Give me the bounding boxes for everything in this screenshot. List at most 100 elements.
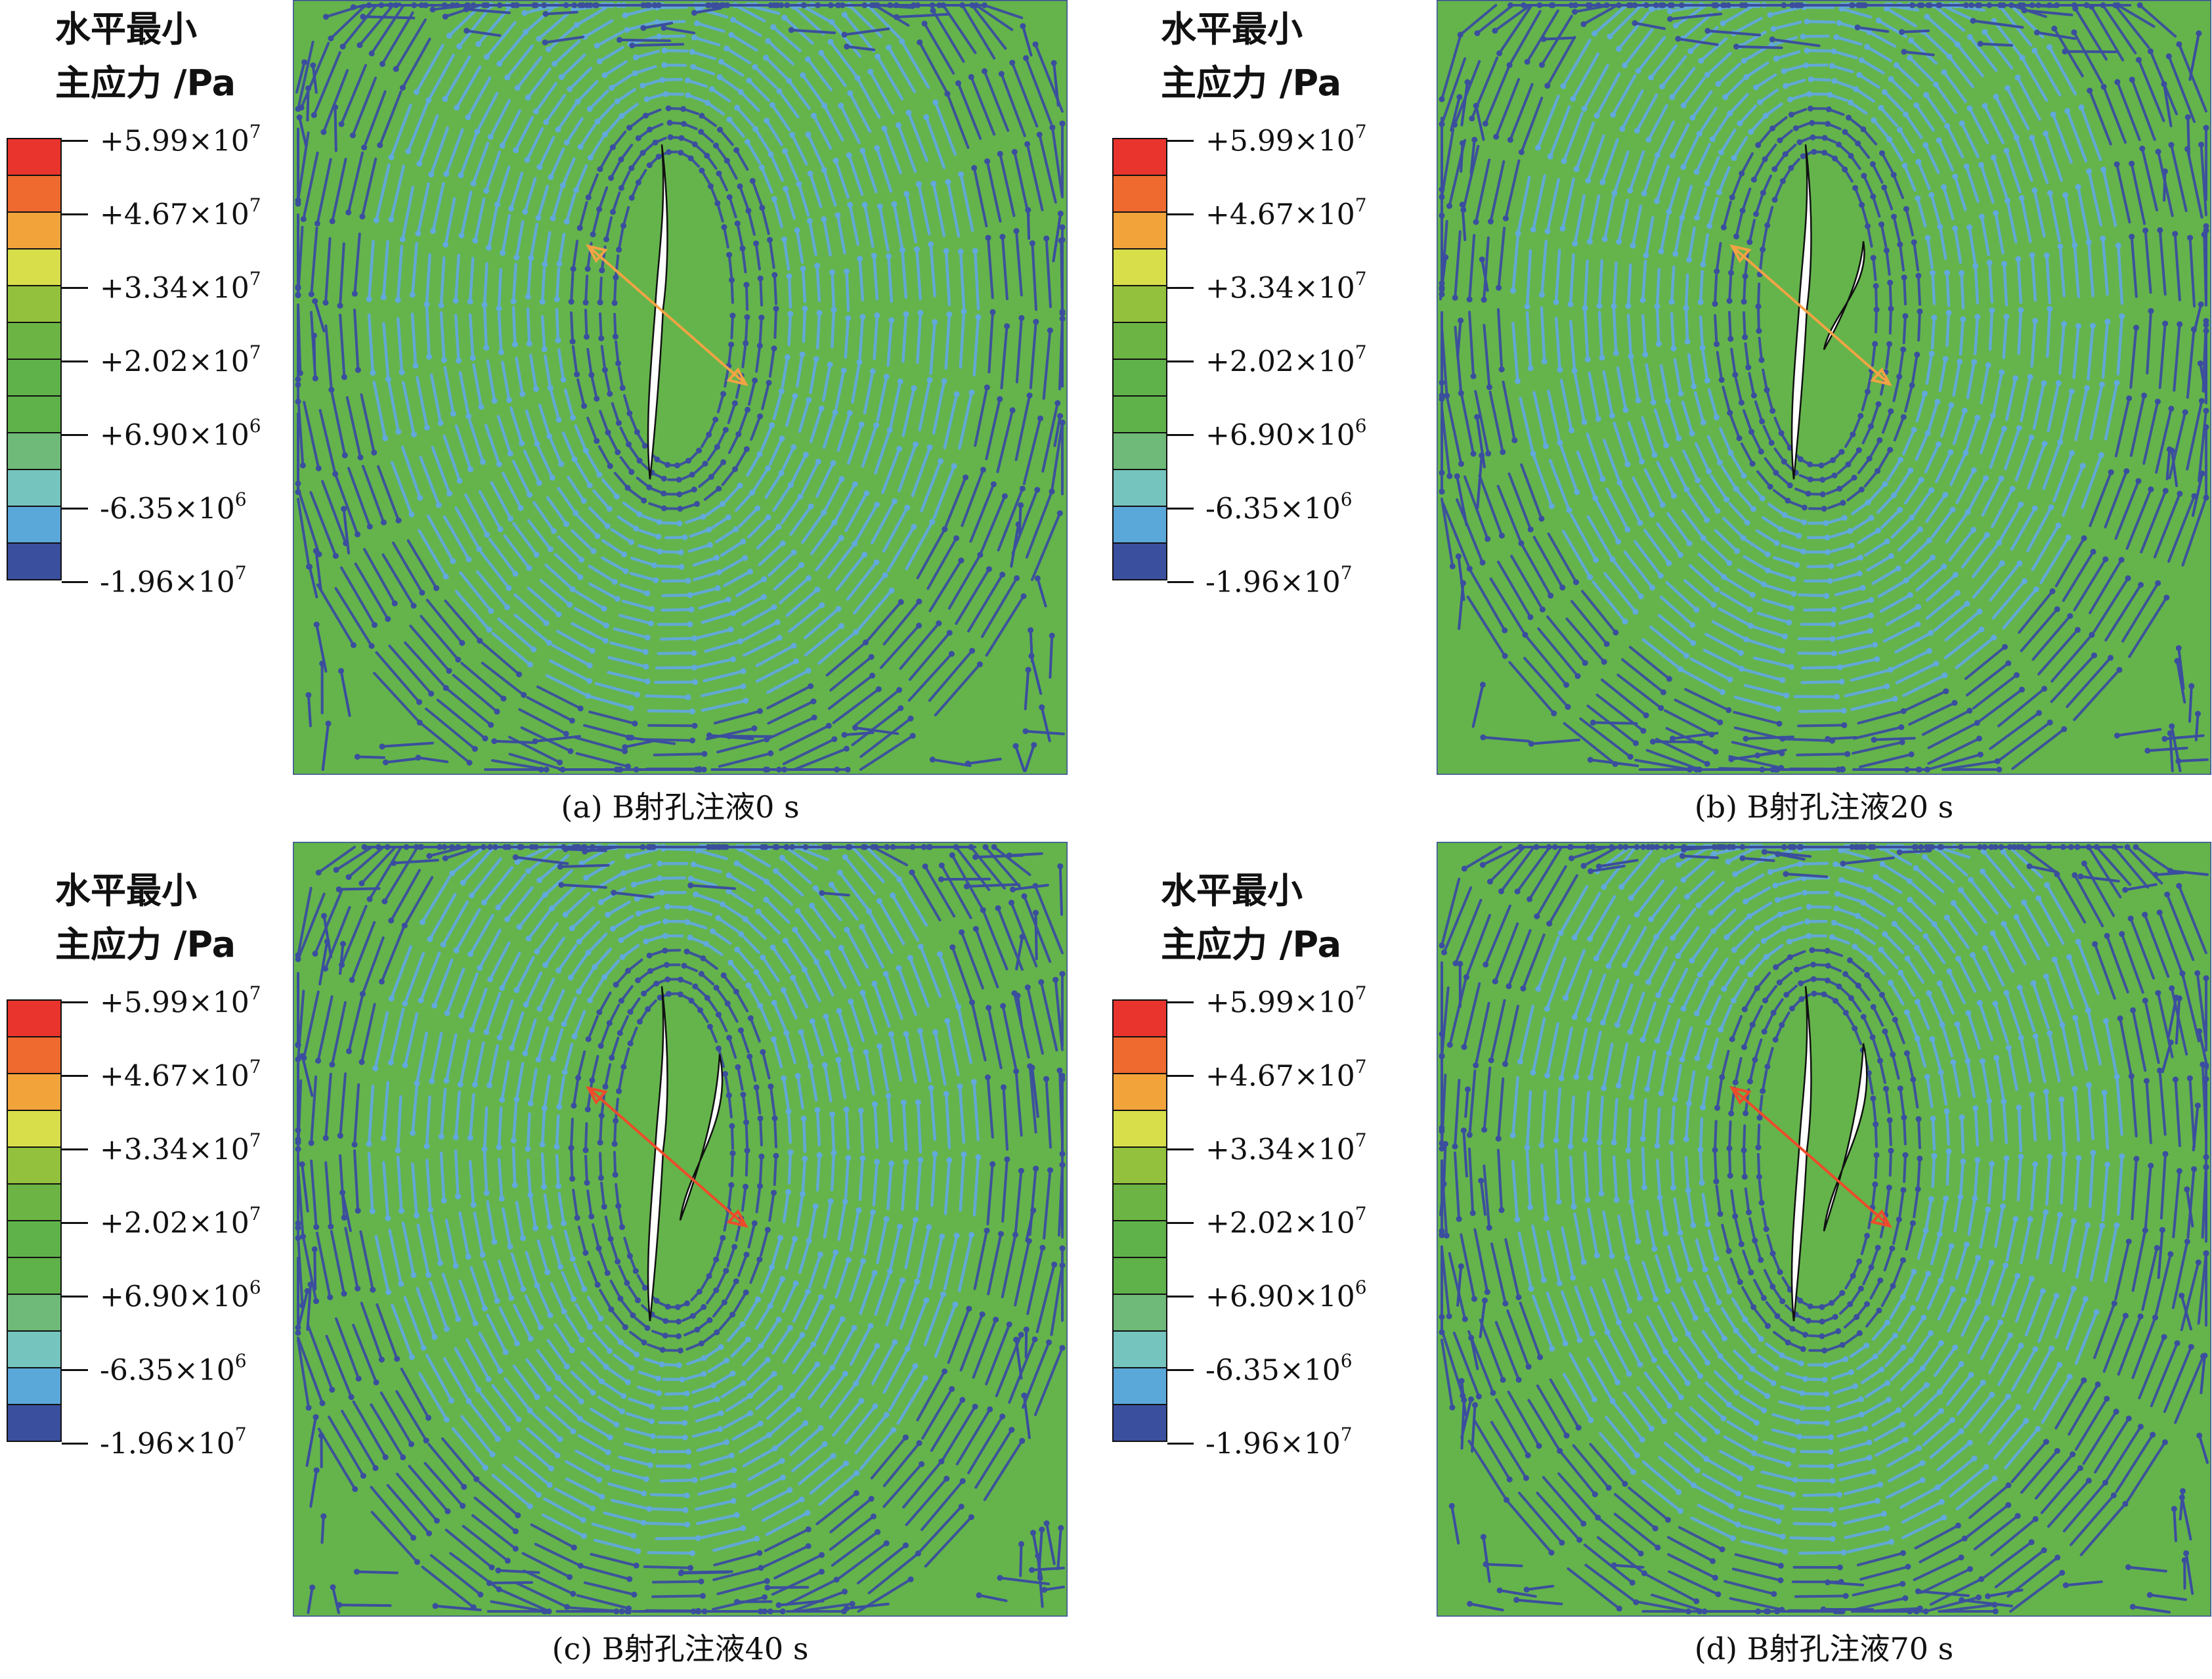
- trajectory-node: [825, 949, 831, 955]
- trajectory-node: [1009, 60, 1015, 66]
- trajectory-node: [722, 1299, 727, 1305]
- trajectory-node: [1594, 113, 1600, 119]
- trajectory-node: [1669, 299, 1675, 305]
- trajectory-node: [620, 870, 626, 876]
- trajectory-node: [831, 736, 837, 742]
- trajectory-node: [2129, 161, 2135, 167]
- trajectory-node: [2087, 88, 2093, 94]
- trajectory-node: [1560, 226, 1566, 232]
- trajectory-node: [692, 141, 698, 147]
- legend-label-mantissa: -6.35×10: [1205, 492, 1341, 526]
- trajectory-node: [676, 1363, 682, 1368]
- trajectory-node: [1485, 536, 1490, 542]
- legend-label-mantissa: +6.90×10: [100, 419, 249, 452]
- trajectory-node: [2161, 81, 2167, 87]
- legend-label-exponent: 7: [1341, 562, 1353, 584]
- trajectory-node: [813, 959, 819, 965]
- trajectory-node: [706, 732, 712, 738]
- trajectory-node: [439, 1134, 445, 1140]
- trajectory-node: [684, 949, 690, 955]
- trajectory-node: [874, 313, 880, 318]
- trajectory-node: [644, 3, 650, 9]
- trajectory-node: [525, 1146, 531, 1152]
- trajectory-node: [999, 71, 1005, 77]
- trajectory-node: [901, 1100, 907, 1106]
- trajectory-node: [1837, 665, 1843, 670]
- trajectory-node: [1901, 49, 1907, 55]
- trajectory-node: [2018, 307, 2024, 313]
- legend-label-exponent: 6: [249, 415, 261, 437]
- trajectory-node: [2108, 655, 2114, 661]
- trajectory-node: [1569, 427, 1574, 433]
- trajectory-node: [428, 691, 434, 697]
- trajectory-node: [2108, 469, 2114, 475]
- trajectory-node: [685, 92, 691, 98]
- trajectory-node: [801, 3, 807, 9]
- trajectory-node: [630, 1313, 636, 1319]
- trajectory-node: [572, 1034, 578, 1039]
- trajectory-node: [1553, 299, 1559, 305]
- trajectory-node: [674, 462, 680, 468]
- trajectory-node: [590, 231, 596, 237]
- trajectory-node: [654, 456, 660, 462]
- trajectory-node: [1630, 243, 1636, 249]
- trajectory-node: [651, 562, 657, 568]
- trajectory-node: [626, 125, 632, 131]
- trajectory-node: [467, 760, 473, 766]
- trajectory-node: [1743, 736, 1748, 742]
- trajectory-node: [701, 751, 707, 757]
- legend-swatch: [1112, 322, 1167, 360]
- trajectory-node: [2144, 748, 2150, 754]
- trajectory-node: [1574, 489, 1580, 495]
- trajectory-node: [1832, 473, 1838, 479]
- legend-swatch: [7, 1294, 62, 1332]
- trajectory-node: [761, 577, 767, 582]
- trajectory-node: [1839, 449, 1845, 455]
- trajectory-node: [680, 1376, 685, 1382]
- trajectory-node: [628, 1041, 634, 1047]
- trajectory-node: [1671, 345, 1677, 351]
- trajectory-node: [2031, 47, 2037, 53]
- trajectory-node: [605, 523, 611, 529]
- trajectory-node: [771, 1036, 777, 1042]
- trajectory-node: [1777, 137, 1783, 143]
- trajectory-node: [1806, 491, 1811, 496]
- trajectory-node: [1800, 548, 1806, 554]
- trajectory-node: [936, 3, 942, 9]
- trajectory-node: [1825, 736, 1831, 742]
- trajectory-node: [609, 1055, 615, 1060]
- legend-swatch: [1112, 359, 1167, 397]
- trajectory-node: [1869, 597, 1875, 603]
- trajectory-node: [481, 900, 487, 905]
- trajectory-node: [999, 234, 1005, 240]
- trajectory-node: [777, 635, 783, 641]
- trajectory-node: [351, 642, 357, 648]
- trajectory-node: [2050, 112, 2056, 118]
- legend-label-exponent: 7: [249, 1056, 261, 1078]
- trajectory-node: [614, 494, 620, 500]
- trajectory-node: [583, 299, 589, 305]
- trajectory-node: [511, 299, 517, 305]
- trajectory-node: [814, 263, 820, 269]
- trajectory-node: [666, 106, 672, 112]
- stress-trajectory-segment: [731, 316, 733, 338]
- trajectory-node: [626, 441, 632, 447]
- trajectory-node: [886, 253, 892, 259]
- trajectory-node: [946, 1157, 952, 1163]
- trajectory-node: [781, 236, 787, 242]
- trajectory-node: [647, 953, 653, 959]
- trajectory-node: [858, 1108, 864, 1114]
- trajectory-node: [576, 939, 582, 945]
- trajectory-node: [1479, 257, 1485, 263]
- trajectory-node: [2071, 242, 2077, 248]
- trajectory-node: [2062, 49, 2068, 55]
- trajectory-node: [1471, 374, 1477, 380]
- trajectory-node: [1716, 189, 1722, 195]
- trajectory-node: [538, 767, 544, 773]
- trajectory-node: [410, 1130, 416, 1136]
- trajectory-node: [896, 687, 902, 693]
- trajectory-node: [613, 1172, 618, 1178]
- trajectory-node: [1666, 209, 1672, 215]
- trajectory-node: [1572, 241, 1578, 247]
- trajectory-node: [536, 36, 542, 42]
